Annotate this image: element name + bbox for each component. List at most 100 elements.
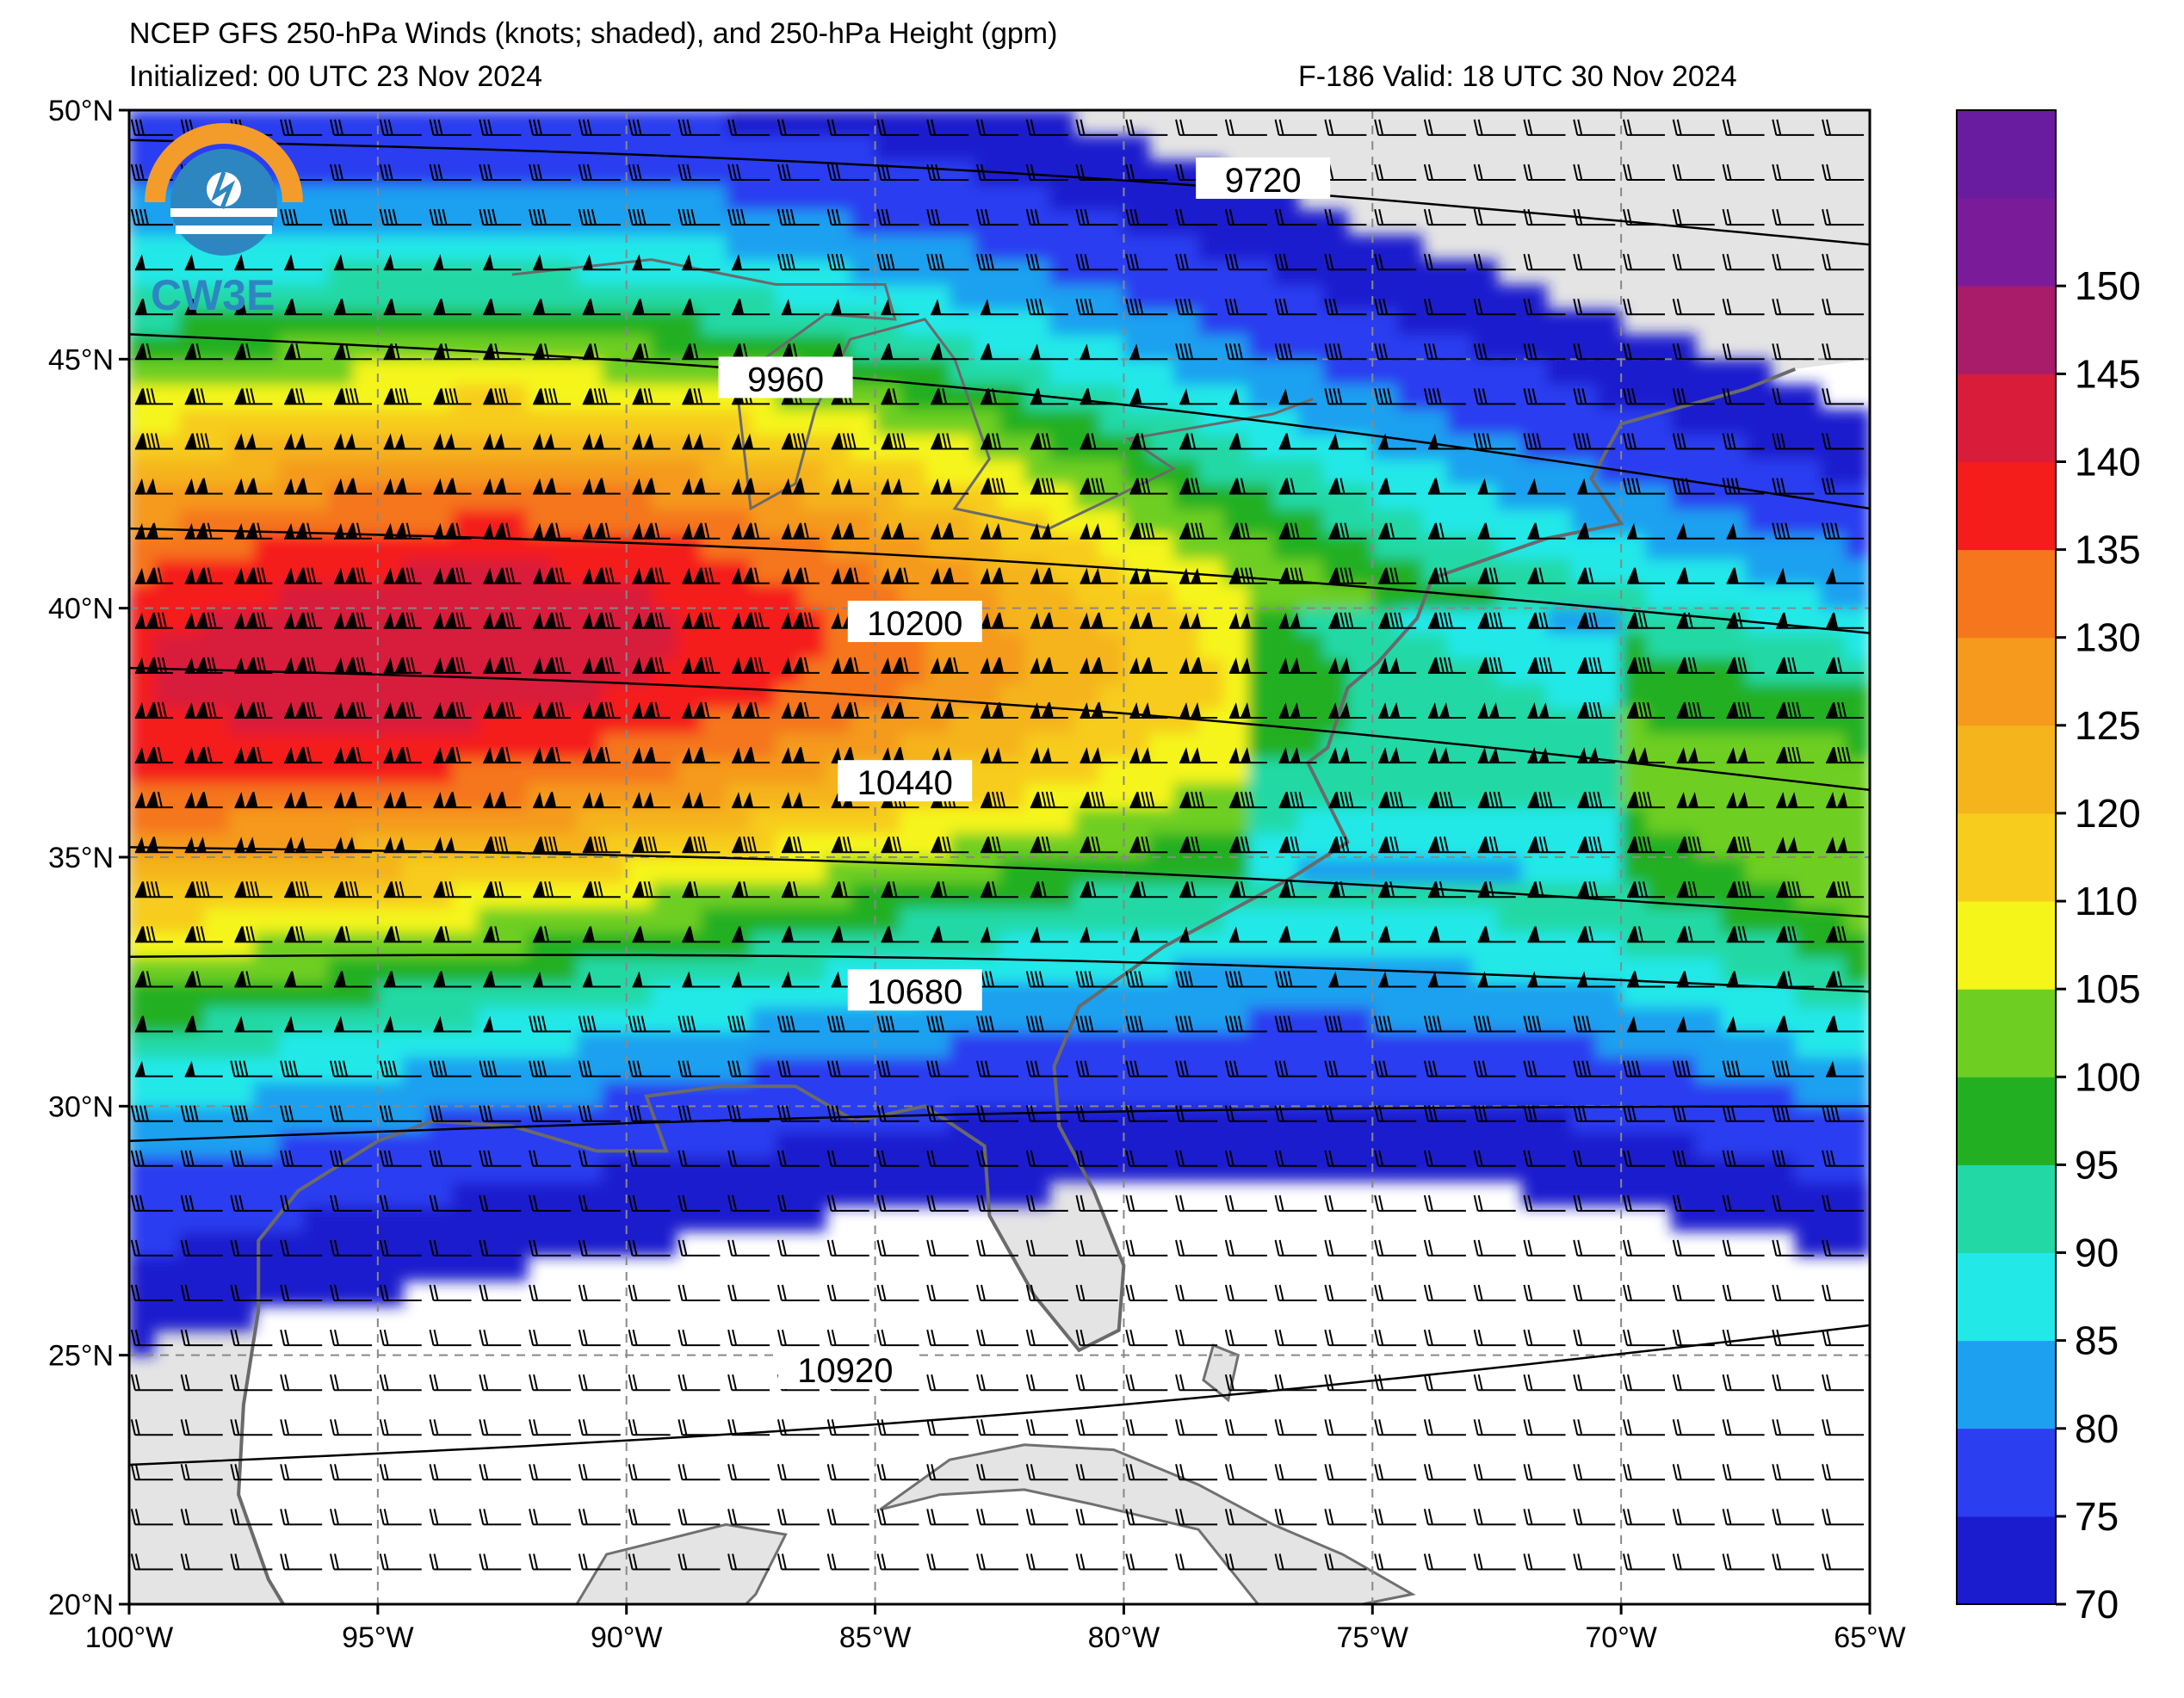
shade-cell [850,184,876,211]
shade-cell [452,658,479,684]
shade-cell [402,1131,429,1158]
shade-cell [800,284,826,311]
shade-cell [751,434,776,460]
shade-cell [950,807,976,833]
shade-cell [1397,857,1424,883]
shade-cell [1148,757,1175,784]
shade-cell [1049,732,1075,759]
shade-cell [751,633,776,659]
shade-cell [353,906,379,933]
shade-cell [676,857,702,883]
shade-cell [353,807,379,833]
shade-cell [925,184,951,211]
shade-cell [1397,757,1424,784]
shade-cell [651,110,677,136]
shade-cell [303,583,330,609]
shade-cell [253,707,280,734]
shade-cell [1347,1006,1374,1033]
shade-cell [552,732,578,759]
shade-cell [1695,533,1722,559]
shade-cell [253,1031,280,1058]
shade-cell [303,1081,330,1108]
shade-cell [800,1006,826,1033]
shade-cell [950,658,976,684]
shade-cell [1596,807,1623,833]
shade-cell [676,1081,702,1108]
shade-cell [726,807,752,833]
shade-cell [1024,134,1050,161]
shade-cell [477,583,504,609]
shade-cell [950,558,976,584]
shade-cell [228,857,255,883]
shade-cell [1795,384,1822,411]
shade-cell [552,682,578,709]
shade-cell [1795,409,1822,435]
shade-cell [576,1081,603,1108]
shade-cell [552,1081,578,1108]
shade-cell [1049,159,1075,186]
shade-cell [1198,384,1224,411]
shade-cell [1546,484,1573,509]
shade-cell [925,134,951,161]
shade-cell [850,110,876,136]
shade-cell [1471,309,1498,336]
shade-cell [1745,1131,1772,1158]
shade-cell [353,608,379,634]
shade-cell [875,184,901,211]
shade-cell [1845,782,1870,809]
shade-cell [203,284,230,311]
shade-cell [601,309,628,336]
shade-cell [1247,1031,1274,1058]
shade-cell [1148,1081,1175,1108]
shade-cell [751,1156,776,1182]
shade-cell [676,184,702,211]
shade-cell [1297,259,1324,286]
shade-cell [825,134,851,161]
shade-cell [651,1056,677,1083]
shade-cell [427,110,454,136]
shade-cell [477,1131,504,1158]
shade-cell [1148,732,1175,759]
shade-cell [427,583,454,609]
shade-cell [402,1156,429,1182]
shade-cell [1198,1131,1224,1158]
shade-cell [1845,434,1870,460]
shade-cell [228,1206,255,1232]
shade-cell [1024,1081,1050,1108]
shade-cell [452,857,479,883]
shade-cell [1098,1056,1125,1083]
shade-cell [1546,857,1573,883]
shade-cell [950,1081,976,1108]
shade-cell [1446,1081,1473,1108]
shade-cell [203,832,230,858]
shade-cell [402,409,429,435]
shade-cell [1795,658,1822,684]
shade-cell [651,857,677,883]
shade-cell [751,931,776,958]
shade-cell [1173,184,1200,211]
shade-cell [1596,1106,1623,1133]
shade-cell [1247,1081,1274,1108]
shade-cell [353,1280,379,1306]
shade-cell [1347,906,1374,933]
shade-cell [1247,1006,1274,1033]
shade-cell [974,134,1000,161]
shade-cell [701,1056,727,1083]
shade-cell [1546,508,1573,534]
shade-cell [129,1131,155,1158]
shade-cell [303,682,330,709]
shade-cell [427,359,454,386]
shade-cell [1646,1081,1672,1108]
shade-cell [303,209,330,236]
shade-cell [1347,359,1374,386]
shade-cell [800,981,826,1008]
shade-cell [477,1081,504,1108]
shade-cell [1297,484,1324,509]
shade-cell [253,682,280,709]
shade-cell [1397,1031,1424,1058]
shade-cell [751,1006,776,1033]
shade-cell [1720,857,1747,883]
shade-cell [228,1305,255,1331]
shade-cell [1795,1156,1822,1182]
shade-cell [1845,1131,1870,1158]
